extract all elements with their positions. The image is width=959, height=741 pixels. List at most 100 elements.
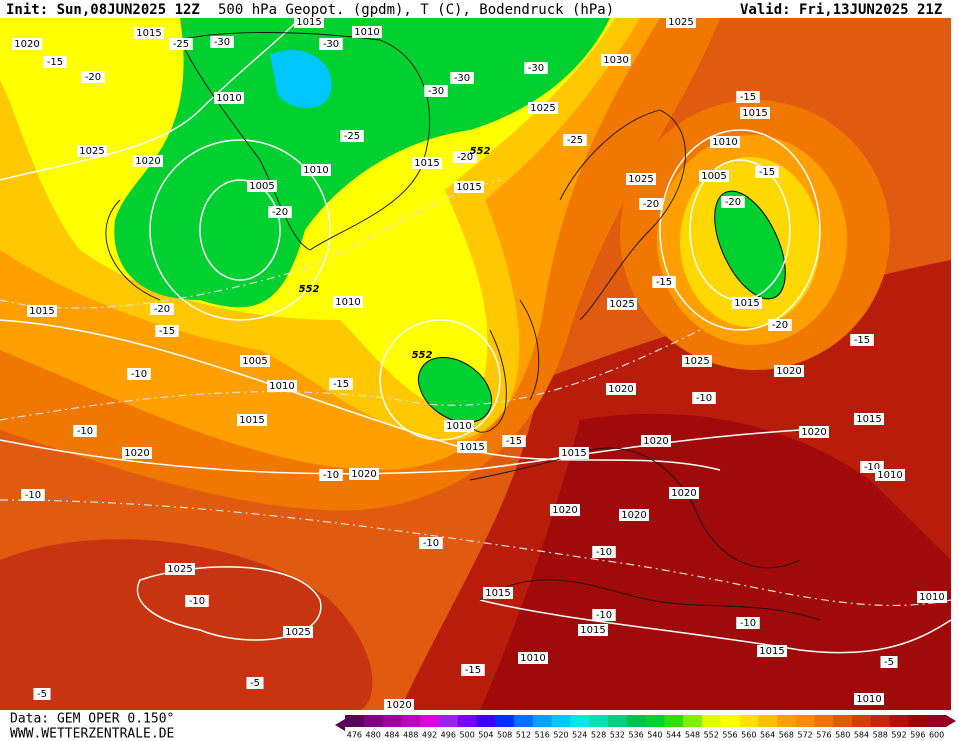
contour-label: 1020 bbox=[608, 384, 633, 395]
colorbar-label: 516 bbox=[535, 731, 550, 740]
label-box bbox=[641, 435, 671, 447]
colorbar-label: 528 bbox=[591, 731, 606, 740]
label-box bbox=[134, 27, 164, 39]
label-box bbox=[122, 447, 152, 459]
contour-label: 1025 bbox=[628, 174, 653, 185]
label-box bbox=[450, 72, 474, 84]
label-box bbox=[165, 563, 195, 575]
colorbar-label: 508 bbox=[497, 731, 512, 740]
label-box bbox=[524, 62, 548, 74]
label-box bbox=[352, 26, 382, 38]
map-field bbox=[0, 18, 951, 710]
colorbar-swatch bbox=[457, 715, 477, 727]
label-box bbox=[736, 617, 760, 629]
label-box bbox=[424, 85, 448, 97]
label-box bbox=[214, 92, 244, 104]
label-box bbox=[682, 355, 712, 367]
contour-label: 1010 bbox=[269, 381, 294, 392]
label-box bbox=[880, 656, 898, 668]
colorbar-label: 488 bbox=[403, 731, 418, 740]
colorbar-label: 476 bbox=[347, 731, 362, 740]
contour-label: 1025 bbox=[684, 356, 709, 367]
colorbar-label: 588 bbox=[873, 731, 888, 740]
colorbar-swatch bbox=[420, 715, 440, 727]
contour-label: -30 bbox=[454, 73, 470, 84]
colorbar-swatch bbox=[814, 715, 834, 727]
label-box bbox=[710, 136, 740, 148]
label-box bbox=[340, 130, 364, 142]
contour-label: 1025 bbox=[668, 17, 693, 28]
contour-label: 1005 bbox=[242, 356, 267, 367]
colorbar-label: 552 bbox=[704, 731, 719, 740]
colorbar-label: 576 bbox=[816, 731, 831, 740]
label-box bbox=[854, 413, 884, 425]
contour-label: 1020 bbox=[386, 700, 411, 711]
contour-label: 1015 bbox=[29, 306, 54, 317]
isobar bbox=[199, 179, 281, 281]
contour-label: 1015 bbox=[136, 28, 161, 39]
contour-label: 1020 bbox=[776, 366, 801, 377]
contour-label: 1015 bbox=[742, 108, 767, 119]
label-box bbox=[237, 414, 267, 426]
colorbar-swatch bbox=[345, 715, 365, 727]
field-540 bbox=[418, 357, 492, 423]
colorbar-swatch bbox=[401, 715, 421, 727]
contour-label: -5 bbox=[37, 689, 47, 700]
label-box bbox=[502, 435, 526, 447]
contour-label: -15 bbox=[47, 57, 63, 68]
colorbar-arrow-right bbox=[946, 715, 956, 727]
contour-label: -10 bbox=[77, 426, 93, 437]
colorbar-swatch bbox=[852, 715, 872, 727]
label-box bbox=[419, 537, 443, 549]
contour-label: 1010 bbox=[216, 93, 241, 104]
label-box bbox=[267, 380, 297, 392]
label-box bbox=[626, 173, 656, 185]
colorbar-swatch bbox=[720, 715, 740, 727]
contour-label: 1010 bbox=[877, 470, 902, 481]
contour-label: 1020 bbox=[351, 469, 376, 480]
contour-label: 1020 bbox=[135, 156, 160, 167]
label-box bbox=[768, 319, 792, 331]
label-box bbox=[692, 392, 716, 404]
label-box bbox=[27, 305, 57, 317]
label-box bbox=[740, 107, 770, 119]
contour-label: 1005 bbox=[249, 181, 274, 192]
label-box bbox=[246, 677, 264, 689]
coastlines bbox=[105, 32, 821, 621]
colorbar-label: 580 bbox=[835, 731, 850, 740]
colorbar-swatch bbox=[645, 715, 665, 727]
contour-label: 1015 bbox=[759, 646, 784, 657]
isobar bbox=[659, 129, 821, 331]
contour-label: -5 bbox=[884, 657, 894, 668]
colorbar-arrow-left bbox=[335, 719, 345, 731]
contour-label: 1015 bbox=[561, 448, 586, 459]
label-box bbox=[21, 489, 45, 501]
contour-label: -10 bbox=[189, 596, 205, 607]
colorbar-swatch bbox=[889, 715, 909, 727]
colorbar-label: 484 bbox=[384, 731, 399, 740]
colorbar-swatch bbox=[908, 715, 928, 727]
contour-label: 1020 bbox=[671, 488, 696, 499]
contour-label: 1010 bbox=[446, 421, 471, 432]
colorbar-swatch bbox=[363, 715, 384, 727]
field-584 bbox=[0, 539, 373, 710]
label-box bbox=[33, 688, 51, 700]
label-box bbox=[875, 469, 905, 481]
label-box bbox=[699, 170, 729, 182]
field-520 bbox=[270, 49, 332, 109]
contour-label: -10 bbox=[25, 490, 41, 501]
contour-label: 1020 bbox=[14, 39, 39, 50]
height-label: 552 bbox=[412, 350, 433, 361]
contour-label: 1015 bbox=[414, 158, 439, 169]
label-box bbox=[349, 468, 379, 480]
greenland bbox=[179, 32, 431, 251]
label-box bbox=[43, 56, 67, 68]
right-margin bbox=[951, 18, 959, 710]
contour-label: -15 bbox=[854, 335, 870, 346]
contour-label: -30 bbox=[323, 39, 339, 50]
colorbar-label: 584 bbox=[854, 731, 869, 740]
colorbar-label: 564 bbox=[760, 731, 775, 740]
contour-label: 1025 bbox=[285, 627, 310, 638]
colorbar-swatch bbox=[701, 715, 722, 727]
